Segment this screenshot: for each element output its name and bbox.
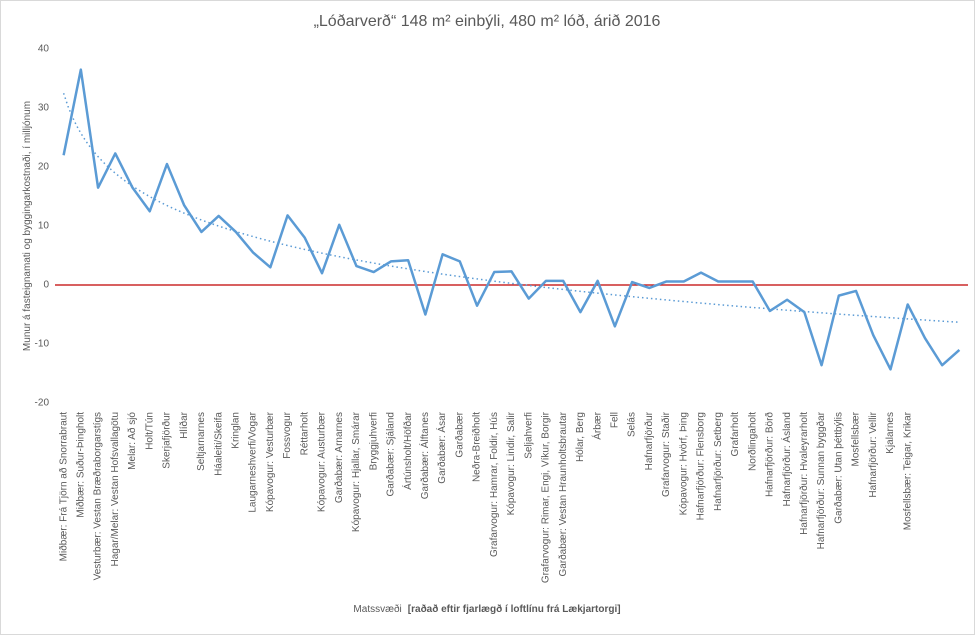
x-tick-label: Háaleiti/Skeifa [213, 412, 224, 476]
x-tick-label: Norðlingaholt [746, 412, 758, 471]
x-tick-label: Hagar/Melar: Vestan Hofsvallagötu [110, 412, 121, 567]
x-tick-label: Hafnarfjörður: Hvaleyrarholt [798, 412, 810, 535]
x-tick-label: Hafnarfjörður: Börð [764, 412, 776, 497]
x-tick-label: Garðabær: Utan þéttbýlis [832, 412, 844, 524]
x-tick-label: Hólar, Berg [575, 412, 586, 462]
y-tick-label: 10 [38, 221, 50, 232]
data-line [62, 68, 961, 371]
y-tick-label: 0 [43, 280, 49, 291]
x-tick-label: Garðabær: Vestan Hraunholtsbrautar [557, 411, 569, 576]
x-tick-label: Grafarvogur: Rimar, Engi, Víkur, Borgir [541, 411, 552, 583]
x-tick-label: Réttarholt [299, 412, 310, 456]
x-tick-label: Melar: Að sjó [126, 412, 138, 470]
x-tick-label: Seljahverfi [523, 412, 534, 459]
x-tick-label: Kringlan [231, 412, 242, 449]
x-tick-label: Kópavogur: Vesturbær [265, 411, 276, 512]
x-tick-label: Vesturbær: Vestan Bræðraborgarstígs [92, 412, 104, 580]
x-tick-label: Hlíðar [178, 411, 190, 438]
x-tick-label: Mosfellsbær: Teigar, Krikar [902, 411, 913, 530]
chart-title: „Lóðarverð“ 148 m² einbýli, 480 m² lóð, … [314, 13, 661, 30]
x-tick-label: Selás [627, 412, 638, 437]
x-tick-label: Kópavogur: Lindir, Salir [506, 411, 517, 515]
x-tick-label: Kópavogur: Austurbær [317, 411, 328, 512]
trendline [62, 93, 960, 324]
x-axis-note: [raðað eftir fjarlægð í loftlínu frá Læk… [408, 603, 621, 615]
x-tick-label: Grafarvogur: Staðir [660, 411, 672, 497]
x-tick-label: Hafnarfjörður: Flensborg [695, 412, 707, 520]
x-tick-label: Fossvogur [282, 411, 293, 458]
x-tick-label: Kópavogur: Hjallar, Smárar [351, 411, 362, 532]
x-tick-label: Neðra-Breiðholt [471, 412, 483, 482]
x-tick-label: Garðabær: Sjáland [385, 412, 397, 497]
x-tick-label: Árbær [590, 411, 603, 439]
x-tick-label: Garðabær: Álftanes [418, 412, 431, 499]
x-axis-label: Matssvæði [raðað eftir fjarlægð í loftlín… [353, 603, 620, 615]
y-tick-label: -10 [35, 339, 50, 350]
x-tick-label: Garðabær: Arnarnes [333, 412, 345, 503]
x-axis-title: Matssvæði [353, 603, 401, 615]
x-tick-label: Hafnarfjörður: Sunnan byggðar [815, 411, 827, 549]
x-tick-label: Kjalarnes [885, 412, 896, 454]
y-tick-label: -20 [35, 398, 50, 409]
y-tick-label: 20 [38, 162, 50, 173]
x-tick-label: Garðabær: Ásar [435, 411, 448, 483]
x-tick-label: Hafnarfjörður: Setberg [712, 412, 724, 511]
x-tick-label: Skerjafjörður [161, 411, 173, 468]
x-tick-label: Hafnarfjörður: Ásland [780, 412, 793, 507]
x-tick-label: Garðabær [453, 411, 465, 457]
y-tick-label: 30 [38, 103, 50, 114]
x-tick-label: Ártúnsholt/Höfðar [401, 411, 414, 489]
x-tick-label: Mosfellsbær [851, 411, 862, 466]
x-tick-label: Miðbær: Frá Tjörn að Snorrabraut [57, 412, 69, 562]
x-tick-label: Bryggjuhverfi [368, 412, 379, 470]
x-tick-label: Hafnarfjörður: Vellir [867, 411, 879, 497]
x-tick-label: Laugarneshverfi/Vogar [248, 411, 259, 512]
x-tick-label: Grafarvogur: Hamrar, Foldir, Hús [489, 412, 500, 557]
y-axis-label: Munur á fasteignamati og byggingarkostna… [21, 101, 33, 351]
x-tick-label: Fell [609, 412, 620, 428]
y-tick-label: 40 [38, 44, 50, 55]
x-tick-label: Kópavogur: Hvörf, Þing [678, 412, 689, 515]
x-tick-label: Miðbær: Suður-Þingholt [74, 412, 86, 518]
x-tick-label: Holt/Tún [144, 412, 155, 450]
x-tick-label: Hafnarfjörður [643, 411, 655, 470]
x-tick-label: Grafarholt [730, 412, 741, 457]
x-tick-label: Seltjarnarnes [196, 412, 207, 471]
